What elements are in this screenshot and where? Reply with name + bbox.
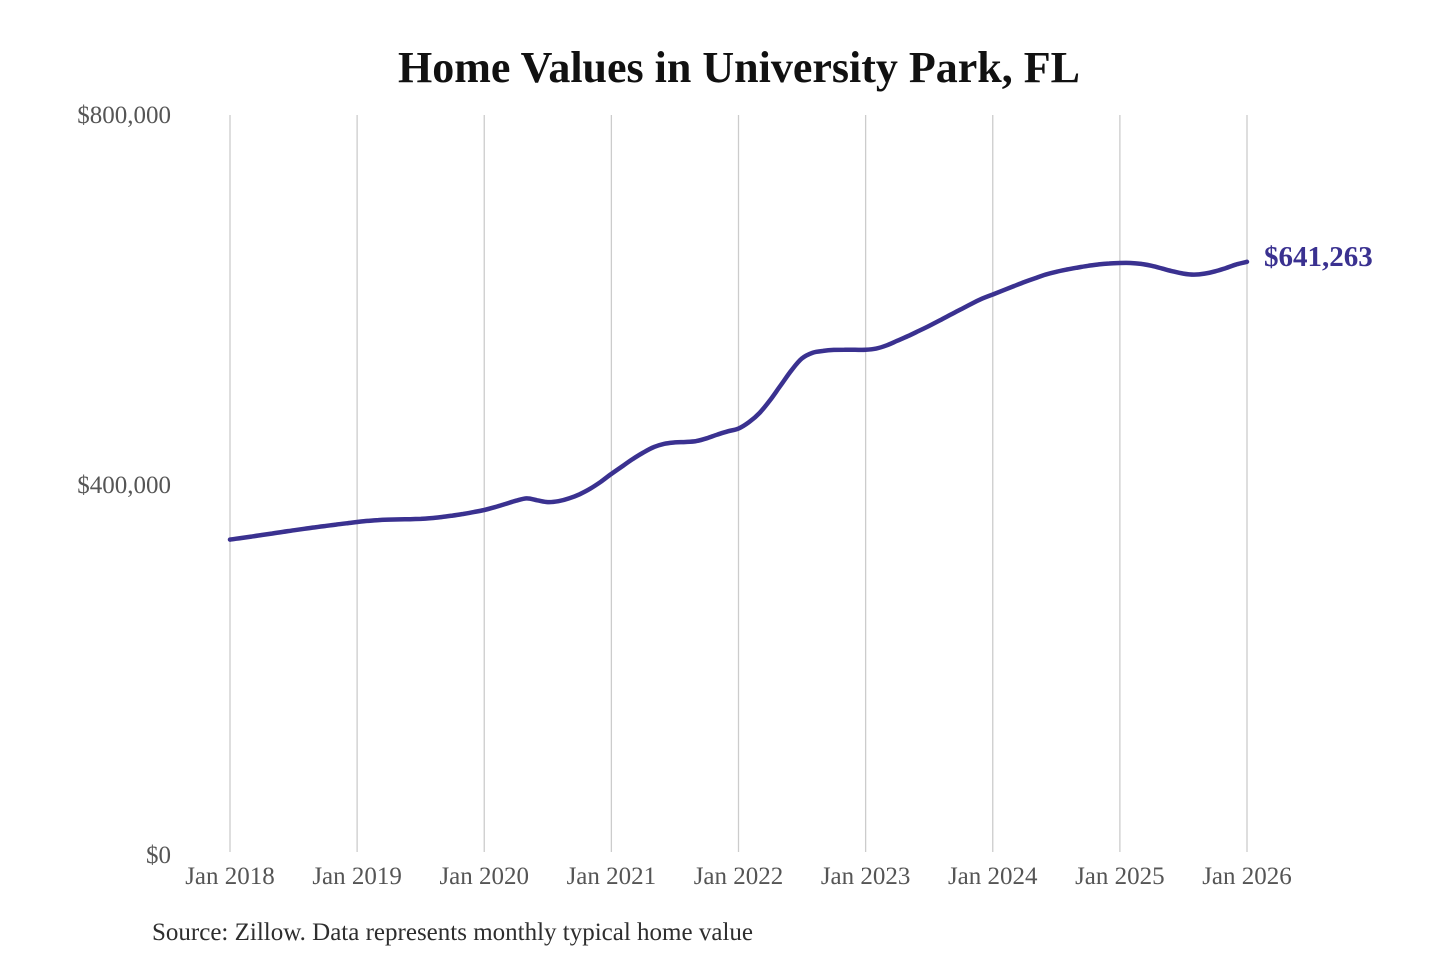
x-axis-tick-labels: Jan 2018 Jan 2019 Jan 2020 Jan 2021 Jan 2022… (185, 863, 1292, 890)
source-note: Source: Zillow. Data represents monthly … (152, 919, 753, 946)
y-axis-tick-labels: $800,000 $400,000 $0 (77, 102, 171, 869)
x-tick-label: Jan 2022 (694, 863, 784, 890)
home-value-line (227, 259, 1250, 542)
x-tick-label: Jan 2026 (1202, 863, 1292, 890)
x-tick-label: Jan 2021 (567, 863, 657, 890)
latest-value-label: $641,263 (1264, 241, 1373, 273)
gridlines-group (229, 115, 1248, 852)
y-tick-label-0: $0 (146, 842, 171, 869)
x-tick-label: Jan 2024 (948, 863, 1038, 890)
x-tick-label: Jan 2019 (312, 863, 402, 890)
x-tick-label: Jan 2025 (1075, 863, 1165, 890)
x-tick-label: Jan 2023 (821, 863, 911, 890)
y-tick-label-400000: $400,000 (77, 472, 171, 499)
x-tick-label: Jan 2018 (185, 863, 275, 890)
chart-title: Home Values in University Park, FL (398, 43, 1080, 92)
x-tick-label: Jan 2020 (439, 863, 529, 890)
y-tick-label-800000: $800,000 (77, 102, 171, 129)
